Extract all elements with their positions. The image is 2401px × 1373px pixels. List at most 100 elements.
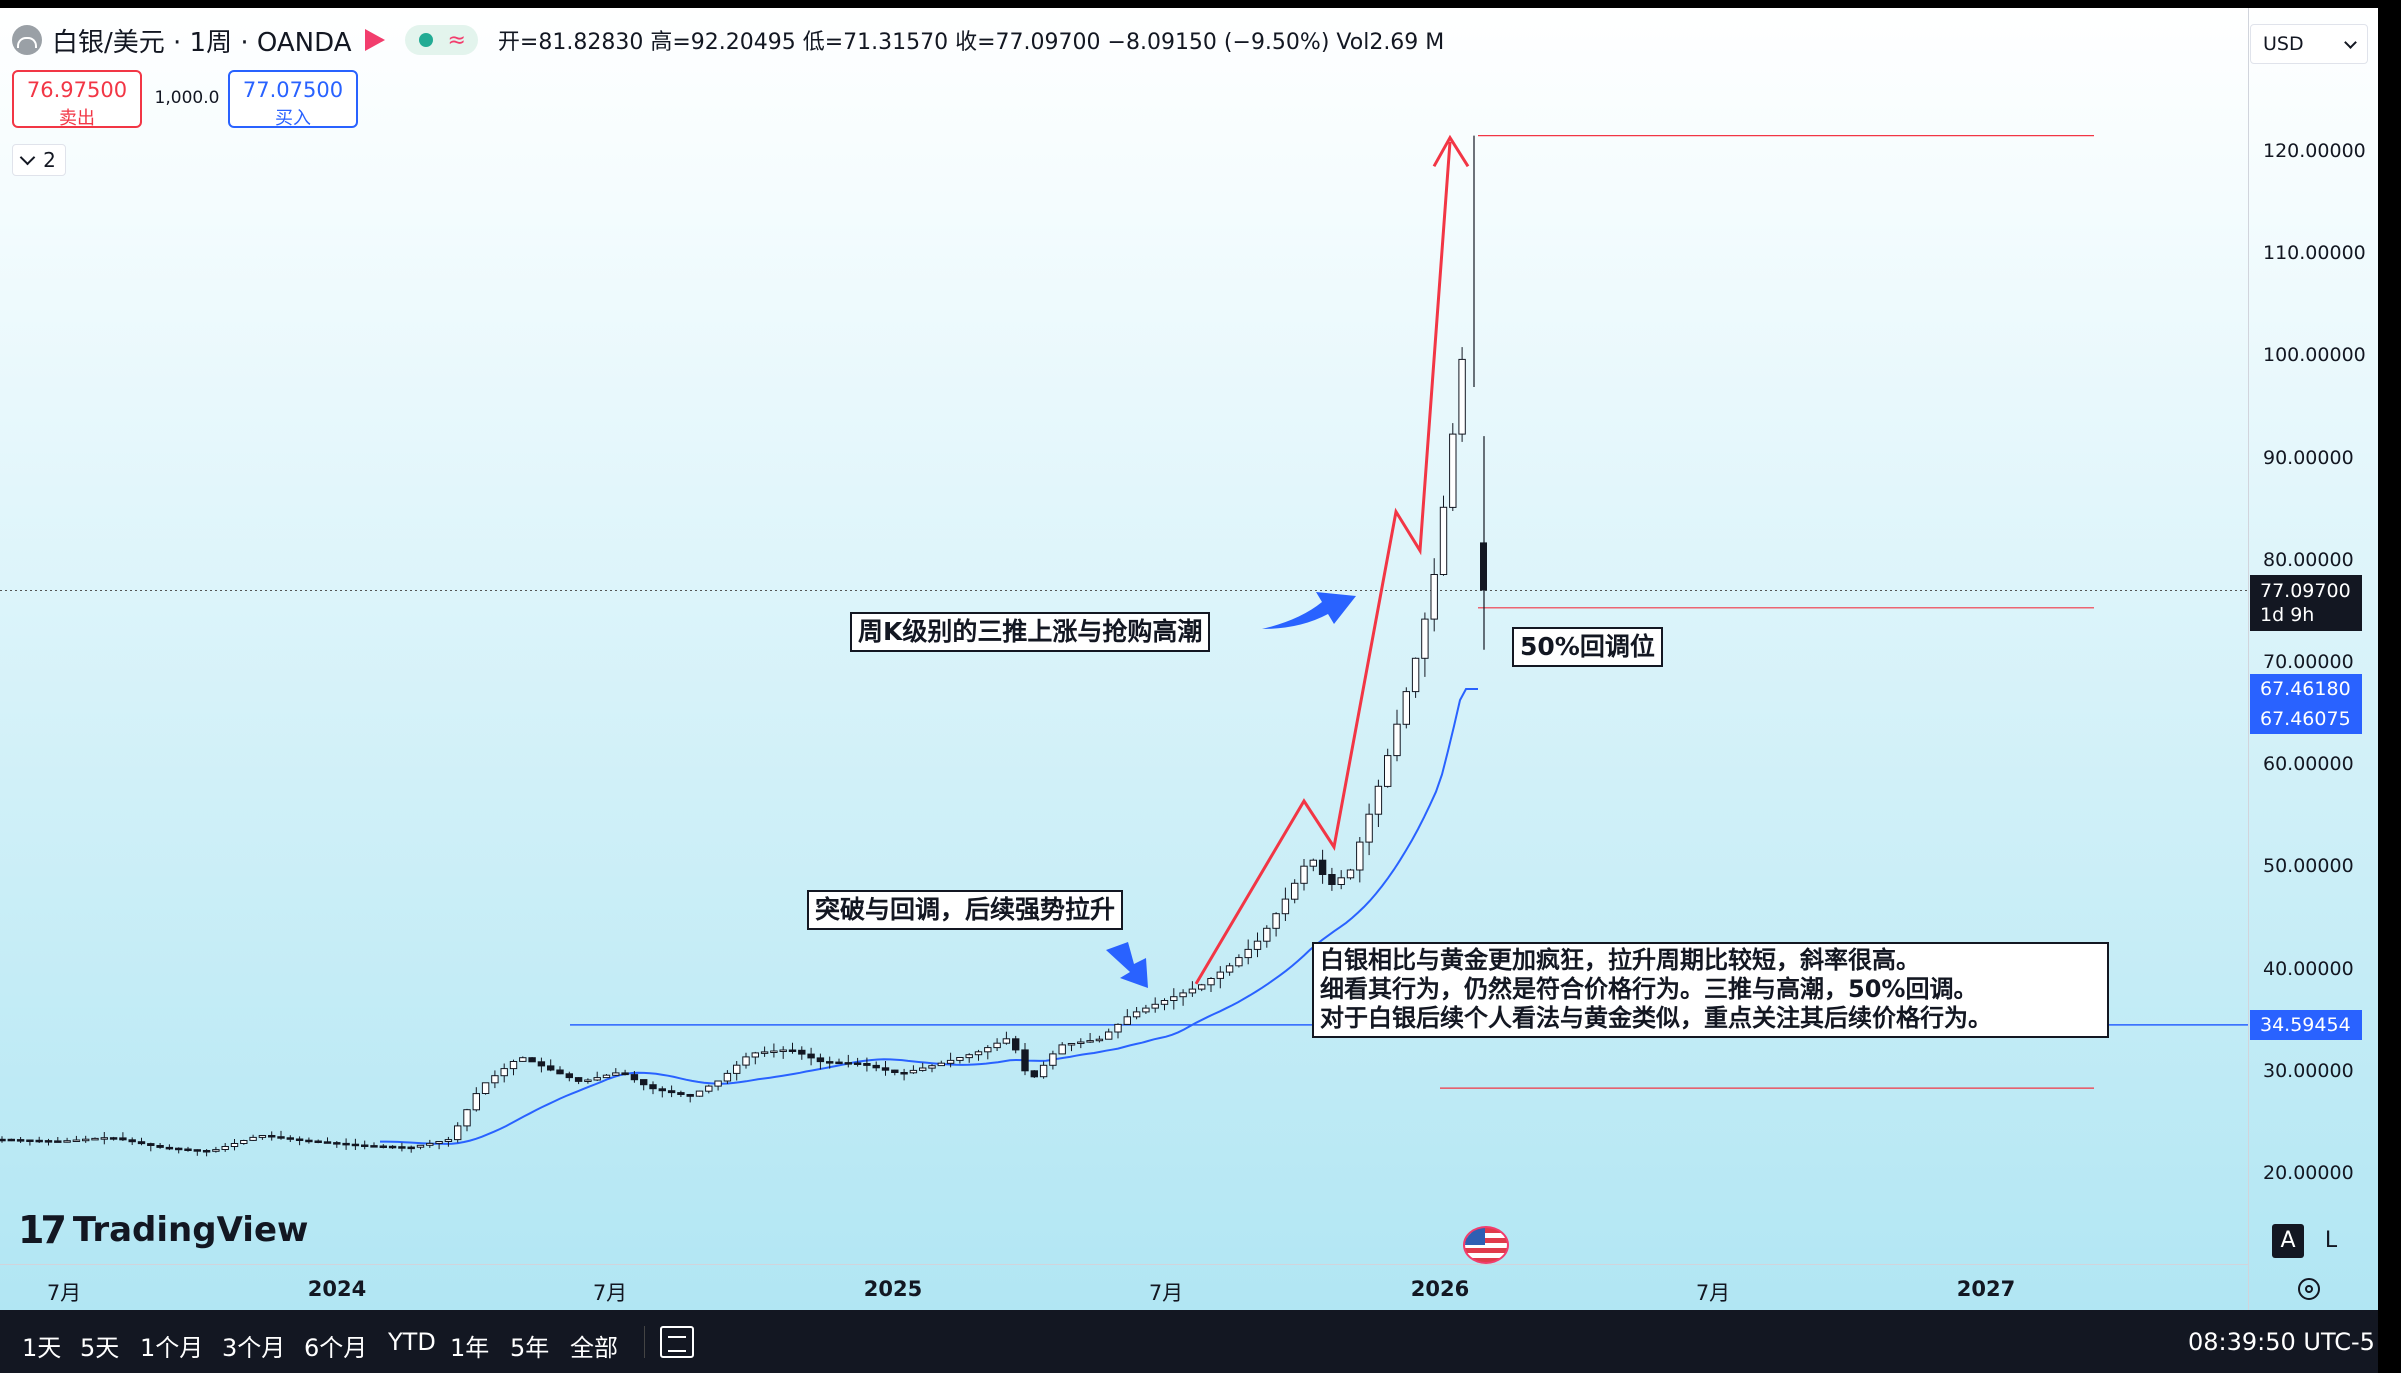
range-button[interactable]: 全部 bbox=[570, 1334, 618, 1362]
candle-body bbox=[258, 1135, 267, 1138]
symbol-logo-icon bbox=[12, 25, 42, 55]
sell-button[interactable]: 76.97500 卖出 bbox=[12, 70, 142, 129]
candle-body bbox=[1244, 948, 1252, 959]
annotation-retracement[interactable]: 50%回调位 bbox=[1512, 627, 1663, 667]
candle-body bbox=[1356, 841, 1364, 871]
time-tick-label: 2025 bbox=[863, 1277, 923, 1301]
candle-body bbox=[1384, 755, 1392, 787]
candle-body bbox=[416, 1144, 425, 1148]
candle-body bbox=[379, 1145, 388, 1148]
candle-body bbox=[1411, 657, 1420, 693]
candle-body bbox=[1458, 358, 1466, 435]
ma-price-label: 67.46075 bbox=[2250, 704, 2362, 735]
status-dot-icon bbox=[419, 33, 434, 47]
range-button[interactable]: 1天 bbox=[22, 1334, 62, 1362]
candle-body bbox=[1365, 813, 1373, 843]
candle-body bbox=[1216, 971, 1224, 979]
candle-body bbox=[91, 1137, 99, 1141]
candle-body bbox=[1123, 1016, 1131, 1025]
flag-icon[interactable] bbox=[365, 29, 386, 51]
candle-body bbox=[1170, 996, 1178, 1002]
annotation-summary[interactable]: 白银相比与黄金更加疯狂，拉升周期比较短，斜率很高。 细看其行为，仍然是符合价格行… bbox=[1312, 942, 2109, 1038]
candle-body bbox=[1207, 978, 1215, 986]
candle-body bbox=[1225, 965, 1234, 973]
candle-body bbox=[1309, 859, 1317, 867]
buy-button[interactable]: 77.07500 买入 bbox=[228, 70, 358, 129]
range-button[interactable]: 3个月 bbox=[222, 1334, 286, 1362]
candle-body bbox=[1318, 859, 1327, 876]
candle-body bbox=[891, 1069, 899, 1073]
candle-body bbox=[63, 1140, 71, 1143]
log-scale-button[interactable]: L bbox=[2324, 1228, 2338, 1253]
candle-body bbox=[1281, 898, 1290, 915]
candle-body bbox=[1012, 1038, 1020, 1051]
sell-label: 卖出 bbox=[59, 108, 95, 129]
price-tick-label: 90.00000 bbox=[2263, 446, 2354, 469]
candle-body bbox=[370, 1145, 378, 1148]
candle-body bbox=[44, 1140, 53, 1143]
currency-select[interactable]: USD bbox=[2250, 24, 2368, 64]
candle-body bbox=[677, 1092, 685, 1095]
candle-body bbox=[165, 1146, 174, 1150]
chart-pane[interactable]: 白银/美元 · 1周 · OANDA ≈ 开=81.82830 高=92.204… bbox=[0, 8, 2378, 1310]
time-axis[interactable]: 7月 2024 7月 2025 7月 2026 7月 2027 bbox=[0, 1264, 2248, 1310]
countdown-value: 1d 9h bbox=[2260, 604, 2315, 627]
range-button[interactable]: 5年 bbox=[510, 1334, 550, 1362]
candle-body bbox=[695, 1090, 704, 1097]
candle-body bbox=[323, 1141, 332, 1144]
candle-body bbox=[993, 1042, 1001, 1049]
price-tick-label: 50.00000 bbox=[2263, 855, 2354, 878]
candle-body bbox=[240, 1140, 248, 1144]
settings-icon[interactable] bbox=[2298, 1278, 2320, 1300]
candle-body bbox=[286, 1137, 295, 1140]
candle-body bbox=[361, 1144, 369, 1147]
candle-body bbox=[16, 1139, 25, 1142]
range-button[interactable]: 1年 bbox=[450, 1334, 490, 1362]
annotation-breakout[interactable]: 突破与回调，后续强势拉升 bbox=[807, 890, 1124, 930]
auto-scale-button[interactable]: A bbox=[2272, 1224, 2304, 1258]
candle-body bbox=[7, 1138, 16, 1142]
candle-body bbox=[1235, 957, 1243, 967]
currency-value: USD bbox=[2263, 33, 2304, 55]
symbol-title[interactable]: 白银/美元 · 1周 · OANDA bbox=[52, 27, 352, 58]
candle-body bbox=[1346, 869, 1355, 879]
candle-body bbox=[788, 1049, 797, 1052]
us-flag-icon[interactable] bbox=[1463, 1226, 1509, 1264]
candle-body bbox=[667, 1090, 676, 1094]
candle-body bbox=[72, 1139, 81, 1142]
price-tick-label: 40.00000 bbox=[2263, 957, 2354, 980]
range-button[interactable]: 6个月 bbox=[304, 1334, 368, 1362]
indicators-toggle-button[interactable]: 2 bbox=[12, 144, 66, 176]
candle-body bbox=[1439, 506, 1448, 575]
candle-body bbox=[1179, 992, 1187, 998]
price-axis[interactable]: 120.00000 110.00000 100.00000 90.00000 80.00… bbox=[2248, 8, 2378, 1310]
candle-body bbox=[686, 1094, 694, 1097]
price-tick-label: 70.00000 bbox=[2263, 651, 2354, 673]
time-tick-label: 7月 bbox=[592, 1281, 628, 1305]
range-button[interactable]: 5天 bbox=[80, 1334, 120, 1362]
candle-body bbox=[1095, 1038, 1104, 1042]
candle-body bbox=[212, 1149, 220, 1152]
clock[interactable]: 08:39:50 UTC-5 bbox=[2188, 1328, 2375, 1356]
candle-body bbox=[547, 1065, 555, 1071]
quantity-field[interactable]: 1,000.0 bbox=[154, 88, 220, 108]
sell-price: 76.97500 bbox=[26, 78, 128, 102]
candle-body bbox=[1151, 1003, 1159, 1009]
candle-body bbox=[1393, 723, 1401, 757]
price-chart[interactable] bbox=[0, 8, 2248, 1264]
market-status[interactable]: ≈ bbox=[405, 25, 478, 55]
compare-icon[interactable] bbox=[660, 1326, 694, 1358]
tradingview-logo[interactable]: 17 TradingView bbox=[18, 1208, 308, 1252]
candle-body bbox=[277, 1136, 285, 1139]
candle-body bbox=[602, 1074, 611, 1079]
range-button[interactable]: 1个月 bbox=[140, 1334, 204, 1362]
candle-body bbox=[193, 1149, 202, 1152]
candle-body bbox=[742, 1056, 750, 1066]
annotation-three-push[interactable]: 周K级别的三推上涨与抢购高潮 bbox=[850, 612, 1211, 652]
candle-body bbox=[137, 1141, 146, 1145]
range-button[interactable]: YTD bbox=[388, 1328, 436, 1356]
candle-body bbox=[1077, 1041, 1085, 1044]
candle-body bbox=[909, 1069, 918, 1074]
candle-body bbox=[481, 1082, 490, 1095]
